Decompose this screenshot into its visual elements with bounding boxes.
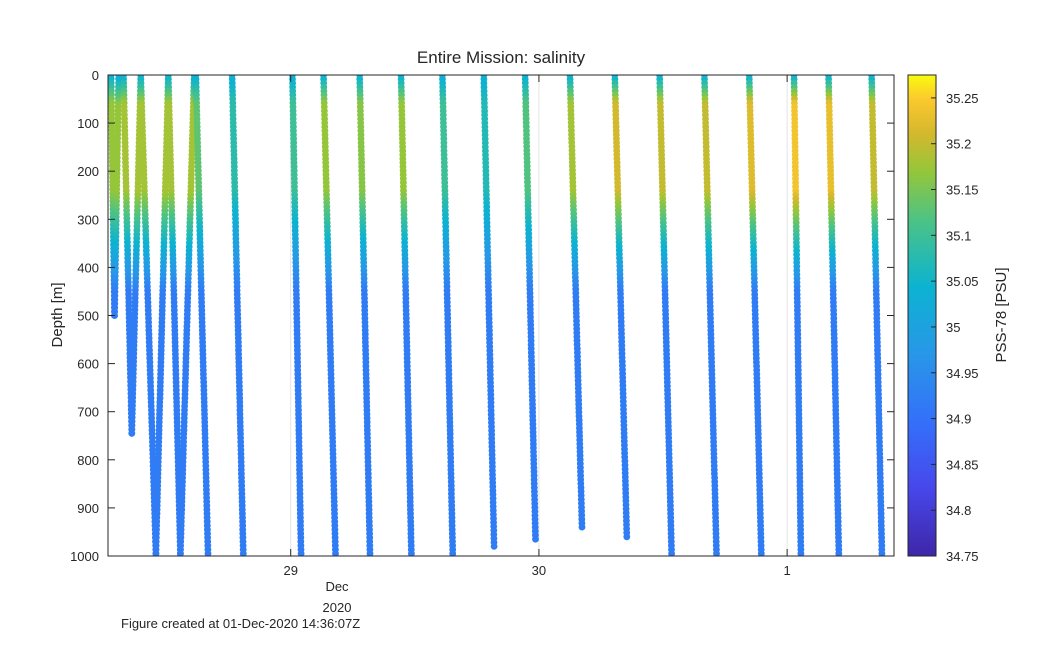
profile-point: [408, 550, 415, 556]
colorbar-tick-label: 34.75: [946, 549, 979, 564]
profile-point: [578, 523, 586, 531]
colorbar-tick-label: 35: [946, 320, 960, 335]
chart-title: Entire Mission: salinity: [417, 48, 586, 67]
profile-point: [204, 550, 212, 556]
profile-point: [532, 535, 539, 543]
profile-point: [366, 550, 374, 556]
profile-point: [797, 550, 805, 556]
profile-point: [878, 550, 886, 556]
profile-point: [239, 550, 247, 556]
y-tick-label: 0: [92, 68, 99, 83]
y-tick-label: 300: [77, 212, 99, 227]
y-tick-label: 900: [77, 501, 99, 516]
colorbar-tick-label: 34.95: [946, 366, 979, 381]
colorbar-label: PSS-78 [PSU]: [993, 267, 1010, 362]
colorbar-tick-label: 35.2: [946, 137, 971, 152]
profile-point: [297, 550, 305, 556]
y-tick-label: 600: [77, 357, 99, 372]
x-tick-label: 29: [283, 563, 297, 578]
x-month-label: Dec: [325, 579, 349, 594]
y-axis-label: Depth [m]: [49, 282, 66, 347]
x-tick-label: 1: [784, 563, 791, 578]
profile-point: [835, 550, 843, 556]
profile-point: [490, 543, 498, 550]
profile-point: [332, 550, 339, 556]
y-tick-label: 800: [77, 453, 99, 468]
y-tick-label: 100: [77, 116, 99, 131]
profile-point: [757, 550, 765, 556]
colorbar-tick-label: 35.1: [946, 228, 971, 243]
x-axis: 29 30 1: [283, 75, 791, 578]
y-axis: 0 100 200 300 400 500 600 700 800 900 1000: [70, 68, 894, 564]
x-year-label: 2020: [323, 600, 352, 615]
colorbar: [907, 74, 937, 557]
profile-point: [668, 550, 675, 556]
colorbar-tick-label: 35.15: [946, 183, 979, 198]
plot-frame: [107, 74, 895, 557]
y-tick-label: 700: [77, 405, 99, 420]
y-tick-label: 200: [77, 164, 99, 179]
colorbar-tick-label: 34.9: [946, 412, 971, 427]
colorbar-tick-label: 34.85: [946, 457, 979, 472]
figure-footer: Figure created at 01-Dec-2020 14:36:07Z: [121, 616, 360, 631]
colorbar-tick-label: 35.05: [946, 274, 979, 289]
colorbar-tick-label: 34.8: [946, 503, 971, 518]
profile-point: [623, 533, 631, 541]
y-tick-label: 400: [77, 260, 99, 275]
colorbar-tick-label: 35.25: [946, 91, 979, 106]
profile-marks: [108, 75, 886, 556]
profile-point: [449, 550, 457, 556]
x-tick-label: 30: [532, 563, 546, 578]
y-tick-label: 1000: [70, 549, 99, 564]
colorbar-ticks: 34.75 34.8 34.85 34.9 34.95 35 35.05 35.1 35.15 3…: [931, 91, 979, 564]
profile-point: [713, 550, 720, 556]
y-tick-label: 500: [77, 309, 99, 324]
